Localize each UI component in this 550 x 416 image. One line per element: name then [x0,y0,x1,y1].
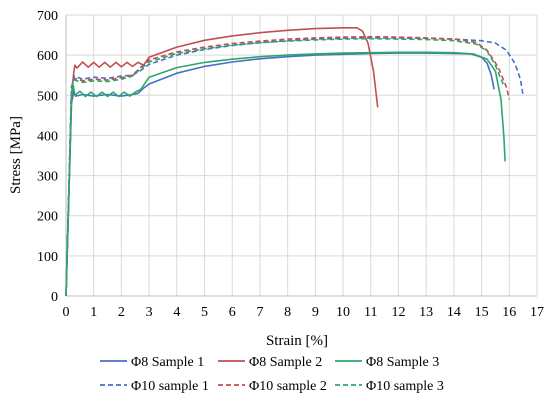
x-tick-label: 13 [419,305,433,320]
y-tick-label: 700 [37,9,58,24]
legend-label-1: Φ8 Sample 1 [131,355,204,370]
x-tick-label: 4 [173,305,180,320]
axes [65,15,537,297]
y-tick-label: 200 [37,210,58,225]
y-tick-label: 400 [37,129,58,144]
tick-labels: 0 1 2 3 4 5 6 7 8 9 10 11 12 13 14 15 16 1701002003004005… [37,9,544,320]
x-tick-label: 5 [201,305,208,320]
y-axis-title: Stress [MPa] [8,116,24,194]
x-axis-title: Strain [%] [266,333,328,349]
legend-label-3: Φ8 Sample 3 [366,355,439,370]
x-tick-label: 16 [502,305,516,320]
y-tick-label: 300 [37,170,58,185]
x-tick-label: 15 [475,305,489,320]
series-line-1 [65,52,495,297]
series-line-4 [65,37,524,297]
series-group [65,27,524,297]
x-tick-label: 6 [229,305,236,320]
x-tick-label: 9 [312,305,319,320]
legend-label-5: Φ10 sample 2 [249,379,327,394]
x-tick-label: 14 [447,305,461,320]
legend-label-6: Φ10 sample 3 [366,379,444,394]
x-tick-label: 8 [284,305,291,320]
legend: Φ8 Sample 1 Φ8 Sample 2 Φ8 Sample 3 Φ10 sam… [100,355,444,394]
x-tick-label: 3 [146,305,153,320]
x-tick-label: 10 [336,305,350,320]
series-line-2 [65,27,379,297]
series-line-5 [65,35,511,297]
series-line-3 [65,51,506,297]
x-tick-label: 7 [256,305,263,320]
grid [66,14,538,296]
x-tick-label: 12 [391,305,405,320]
legend-label-4: Φ10 sample 1 [131,379,209,394]
y-tick-label: 0 [51,290,58,305]
y-tick-label: 100 [37,250,58,265]
y-tick-label: 500 [37,89,58,104]
y-tick-label: 600 [37,49,58,64]
legend-label-2: Φ8 Sample 2 [249,355,322,370]
x-tick-label: 0 [63,305,70,320]
x-tick-label: 11 [364,305,377,320]
x-tick-label: 2 [118,305,125,320]
x-tick-label: 1 [90,305,97,320]
x-tick-label: 17 [530,305,544,320]
series-line-6 [65,37,505,297]
